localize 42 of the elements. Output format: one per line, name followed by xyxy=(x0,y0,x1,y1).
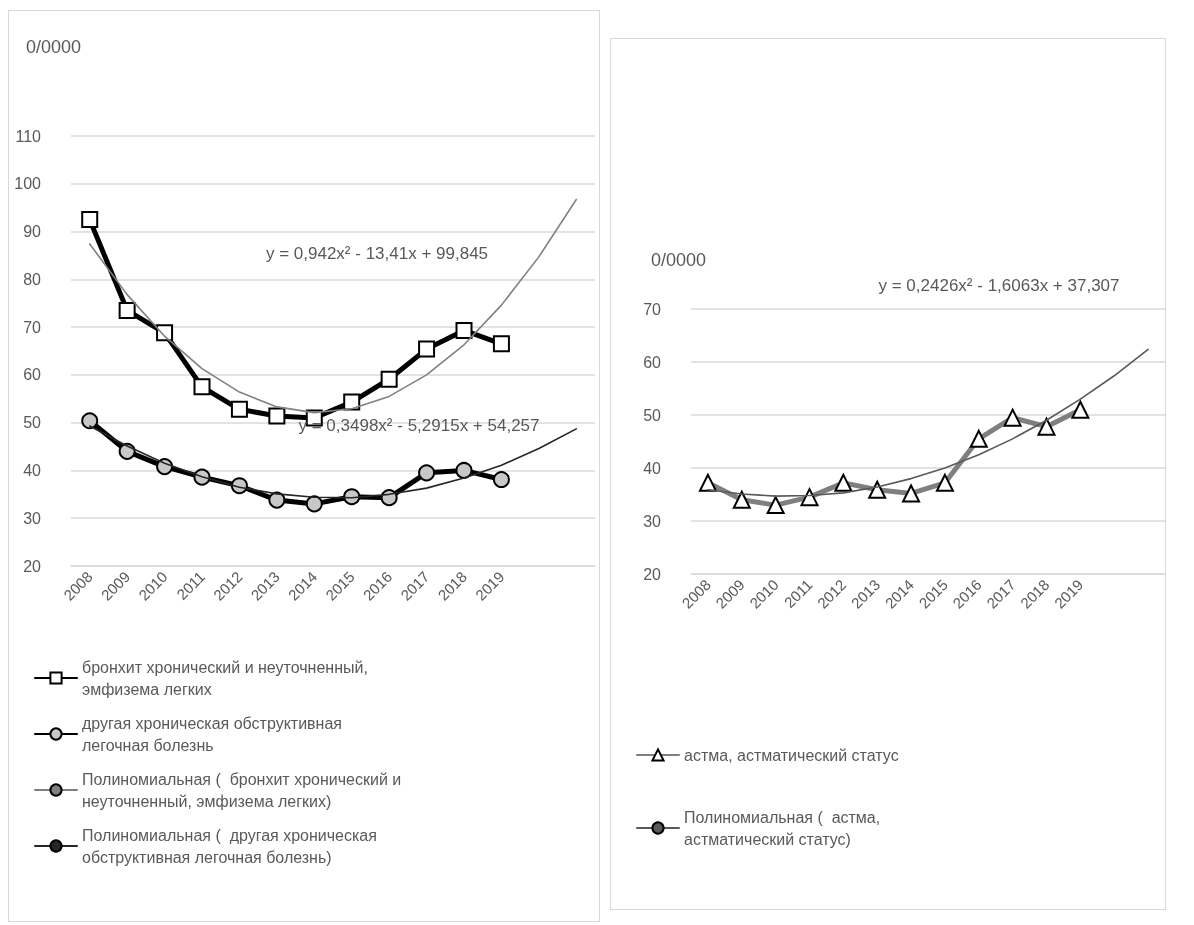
y-tick-label: 100 xyxy=(14,175,42,193)
point xyxy=(268,491,286,509)
y-tick-label: 30 xyxy=(643,512,662,530)
y-tick-label: 110 xyxy=(15,127,42,145)
y-tick-label: 20 xyxy=(643,565,662,583)
y-tick-label: 80 xyxy=(23,270,42,288)
y-tick-label: 90 xyxy=(23,223,42,241)
point xyxy=(455,461,473,479)
point xyxy=(118,301,136,319)
legend-label: другая хроническая обструктивная легочная болезнь xyxy=(82,714,342,754)
legend-label: Полиномиальная ( другая хроническая обструктивная легочная болезнь) xyxy=(82,826,377,866)
y-tick-label: 50 xyxy=(23,414,42,432)
annotation: y = 0,3498x² - 5,2915x + 54,257 xyxy=(298,415,540,435)
y-tick-label: 20 xyxy=(23,557,42,575)
text: y = 0,2426x² - 1,6063x + 37,307 xyxy=(878,275,1120,295)
point xyxy=(418,340,436,358)
y-tick-label: 60 xyxy=(23,366,42,384)
y-tick-label: 70 xyxy=(23,318,42,336)
point xyxy=(455,321,473,339)
point xyxy=(380,370,398,388)
legend-label: Полиномиальная ( бронхит хронический и неуточненный, эмфизема легких) xyxy=(82,770,402,810)
y-tick-label: 60 xyxy=(643,353,662,371)
y-tick-label: 70 xyxy=(643,300,662,318)
y-tick-label: 50 xyxy=(643,406,662,424)
y-axis-title: 0/0000 xyxy=(651,250,707,270)
point xyxy=(492,335,510,353)
legend-label: Полиномиальная ( астма, астматический статус) xyxy=(684,808,881,848)
y-tick-label: 40 xyxy=(23,461,42,479)
y-tick-label: 30 xyxy=(23,509,42,527)
point xyxy=(230,400,248,418)
annotation: y = 0,942x² - 13,41x + 99,845 xyxy=(265,243,489,263)
y-axis-title: 0/0000 xyxy=(26,37,82,57)
point xyxy=(492,471,510,489)
point xyxy=(81,412,99,430)
y-tick-label: 40 xyxy=(643,459,662,477)
point xyxy=(305,495,323,513)
point xyxy=(418,464,436,482)
legend-label: бронхит хронический и неуточненный, эмфизема легких xyxy=(82,658,368,698)
point xyxy=(81,211,99,229)
point xyxy=(193,378,211,396)
legend-label: астма, астматический статус xyxy=(684,746,899,764)
point xyxy=(268,407,286,425)
